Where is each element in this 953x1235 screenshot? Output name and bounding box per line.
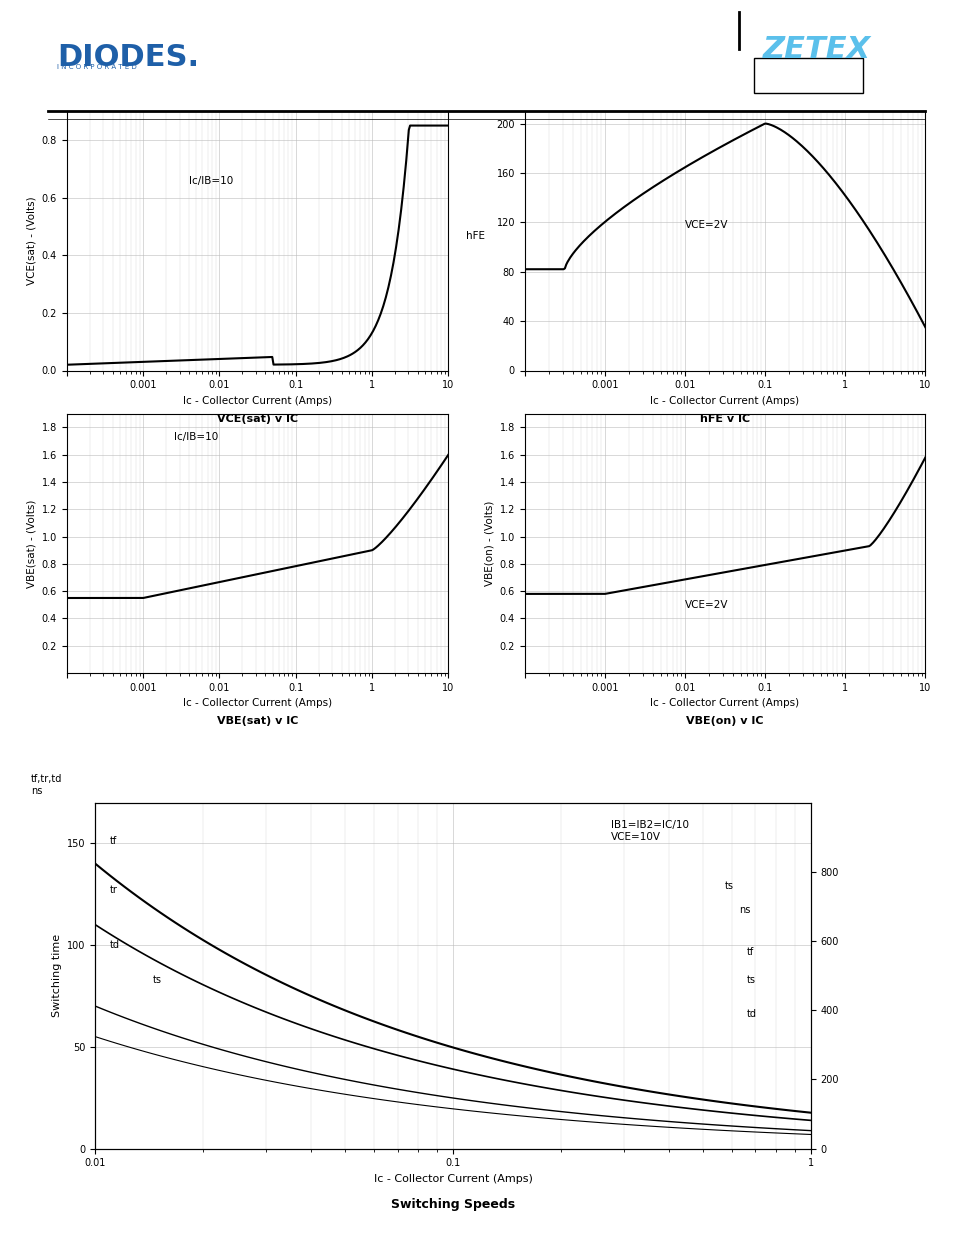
Text: ZETEX: ZETEX <box>762 35 870 63</box>
Text: VCE=2V: VCE=2V <box>684 220 728 230</box>
Y-axis label: VCE(sat) - (Volts): VCE(sat) - (Volts) <box>26 196 36 285</box>
X-axis label: Ic - Collector Current (Amps): Ic - Collector Current (Amps) <box>183 395 332 406</box>
Text: Switching Speeds: Switching Speeds <box>391 1198 515 1212</box>
Text: tf: tf <box>110 836 117 846</box>
X-axis label: Ic - Collector Current (Amps): Ic - Collector Current (Amps) <box>374 1173 532 1184</box>
Text: tr: tr <box>110 884 117 894</box>
Text: VCE=2V: VCE=2V <box>684 600 728 610</box>
Y-axis label: Switching time: Switching time <box>51 934 62 1018</box>
Text: DIODES.: DIODES. <box>57 43 199 72</box>
Text: I N C O R P O R A T E D: I N C O R P O R A T E D <box>57 64 137 70</box>
Text: tf,tr,td
ns: tf,tr,td ns <box>30 774 62 795</box>
Y-axis label: VBE(sat) - (Volts): VBE(sat) - (Volts) <box>26 499 36 588</box>
Text: tf: tf <box>745 947 753 957</box>
Text: td: td <box>110 940 119 950</box>
Y-axis label: VBE(on) - (Volts): VBE(on) - (Volts) <box>483 500 494 587</box>
Text: ts: ts <box>745 974 755 984</box>
Text: Ic/IB=10: Ic/IB=10 <box>189 175 233 185</box>
X-axis label: Ic - Collector Current (Amps): Ic - Collector Current (Amps) <box>183 698 332 709</box>
Text: VCE(sat) v IC: VCE(sat) v IC <box>216 414 298 424</box>
Text: IB1=IB2=IC/10
VCE=10V: IB1=IB2=IC/10 VCE=10V <box>610 820 688 841</box>
Text: VBE(sat) v IC: VBE(sat) v IC <box>216 716 298 726</box>
Text: ts: ts <box>152 974 161 984</box>
Text: VBE(on) v IC: VBE(on) v IC <box>685 716 763 726</box>
X-axis label: Ic - Collector Current (Amps): Ic - Collector Current (Amps) <box>650 698 799 709</box>
Text: ns: ns <box>739 905 750 915</box>
Y-axis label: hFE: hFE <box>466 231 485 241</box>
Text: Ic/IB=10: Ic/IB=10 <box>173 432 217 442</box>
Text: td: td <box>745 1009 756 1019</box>
X-axis label: Ic - Collector Current (Amps): Ic - Collector Current (Amps) <box>650 395 799 406</box>
Text: ts: ts <box>724 882 733 892</box>
Text: hFE v IC: hFE v IC <box>700 414 749 424</box>
